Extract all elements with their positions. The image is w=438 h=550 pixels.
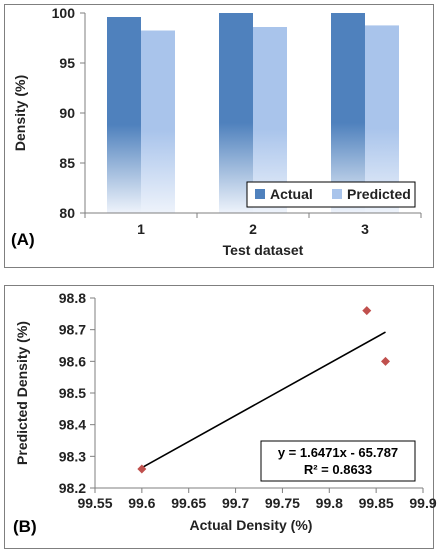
x-tick-label: 99.85 [359, 495, 394, 511]
bar-chart-panel: 1 2 3 80 85 90 95 100 Test dataset Density (%) (A)… [4, 4, 434, 268]
legend-swatch-actual [255, 189, 265, 199]
x-tick-label: 99.8 [316, 495, 343, 511]
legend-label-predicted: Predicted [347, 186, 411, 202]
y-tick-label: 98.4 [59, 417, 86, 433]
y-tick-label: 98.3 [59, 448, 86, 464]
legend-swatch-predicted [332, 189, 342, 199]
y-tick-label: 98.5 [59, 385, 86, 401]
y-tick-label: 98.8 [59, 290, 86, 306]
y-tick-label: 100 [52, 5, 76, 21]
legend: Actual Predicted [246, 181, 416, 208]
actual-bar-1 [107, 17, 141, 213]
regression-annotation: y = 1.6471x - 65.787 R² = 0.8633 [260, 440, 416, 482]
x-tick-label: 99.65 [171, 495, 206, 511]
trendline [141, 331, 386, 469]
y-tick-label: 85 [59, 155, 75, 171]
y-tick-label: 98.6 [59, 353, 86, 369]
data-point-3 [381, 356, 391, 366]
data-point-1 [137, 464, 147, 474]
y-tick-label: 98.7 [59, 322, 86, 338]
x-tick-label: 99.75 [265, 495, 300, 511]
legend-box [246, 181, 416, 208]
predicted-bar-1 [141, 30, 175, 213]
y-tick-label: 90 [59, 105, 75, 121]
y-axis-title: Predicted Density (%) [14, 321, 30, 465]
y-axis-title: Density (%) [12, 75, 28, 151]
y-tick-label: 95 [59, 55, 75, 71]
x-tick-label: 2 [249, 221, 257, 237]
regression-equation: y = 1.6471x - 65.787 [278, 445, 398, 460]
x-tick-label: 99.7 [222, 495, 249, 511]
x-tick-label: 99.55 [77, 495, 112, 511]
equation-box [260, 440, 416, 482]
y-tick-label: 98.2 [59, 480, 86, 496]
panel-label-b: (B) [13, 517, 37, 536]
x-tick-label: 99.6 [128, 495, 155, 511]
scatter-chart: 98.2 98.3 98.4 98.5 98.6 98.7 98.8 99.55 99.6 99.… [13, 290, 437, 536]
legend-label-actual: Actual [270, 186, 313, 202]
actual-bar-2 [219, 13, 253, 213]
x-tick-label: 3 [361, 221, 369, 237]
x-tick-label: 99.9 [409, 495, 436, 511]
data-point-2 [362, 306, 372, 316]
actual-bar-3 [331, 13, 365, 213]
bar-chart: 1 2 3 80 85 90 95 100 Test dataset Density (%) (A)… [11, 5, 422, 258]
x-axis-title: Actual Density (%) [190, 517, 313, 533]
r-squared: R² = 0.8633 [304, 462, 372, 477]
x-axis-title: Test dataset [223, 242, 304, 258]
x-tick-label: 1 [137, 221, 145, 237]
y-tick-label: 80 [59, 205, 75, 221]
scatter-chart-panel: 98.2 98.3 98.4 98.5 98.6 98.7 98.8 99.55 99.6 99.… [4, 285, 437, 549]
panel-label-a: (A) [11, 230, 35, 249]
